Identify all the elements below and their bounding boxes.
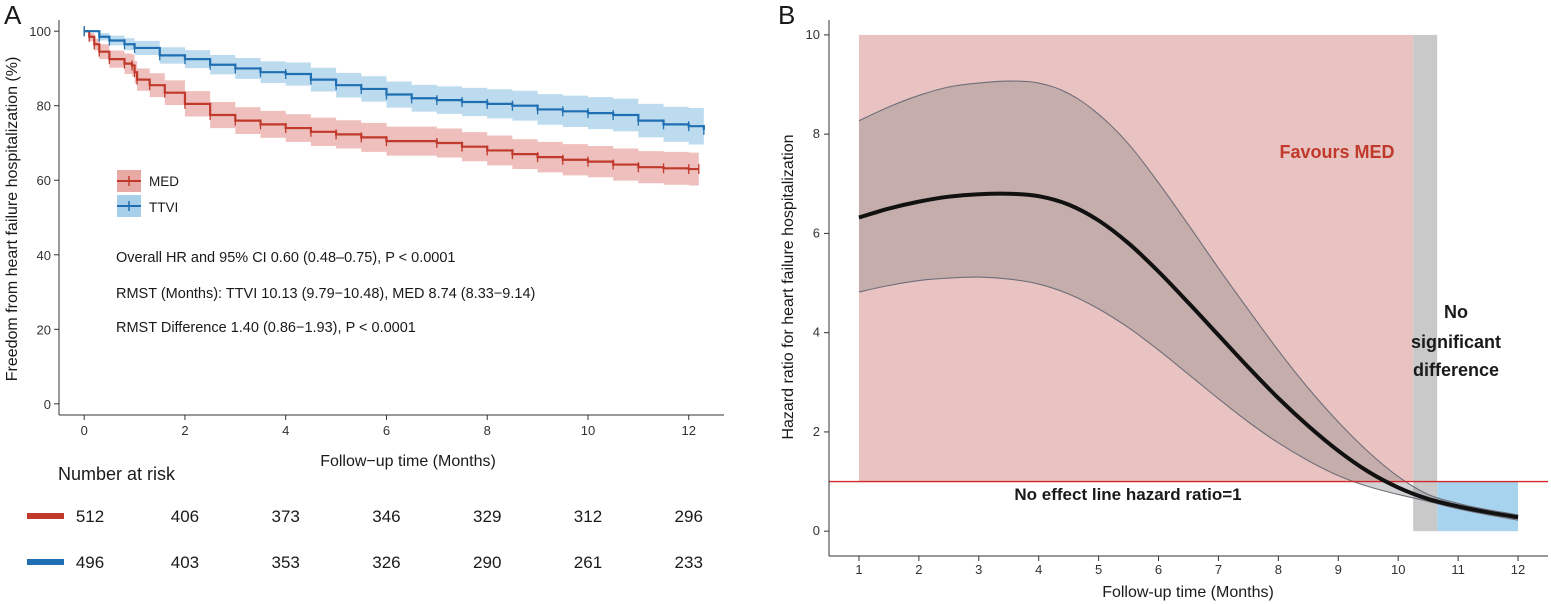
b-axes bbox=[828, 20, 1548, 557]
b-y-tick-label: 6 bbox=[813, 225, 820, 240]
b-x-tick-label: 9 bbox=[1335, 562, 1342, 577]
a-survival-lines bbox=[83, 26, 705, 175]
b-region-1 bbox=[1413, 34, 1438, 532]
b-x-tick-label: 3 bbox=[975, 562, 982, 577]
risk-row-med-value: 373 bbox=[272, 507, 300, 526]
risk-row-med-value: 512 bbox=[76, 507, 104, 526]
a-y-tick-label: 20 bbox=[37, 322, 51, 337]
b-y-axis-title: Hazard ratio for heart failure hospitali… bbox=[780, 134, 797, 439]
a-y-tick-label: 60 bbox=[37, 173, 51, 188]
a-legend-ttvi-label: TTVI bbox=[149, 200, 178, 215]
risk-row-med-value: 346 bbox=[372, 507, 400, 526]
risk-row-med-value: 312 bbox=[574, 507, 602, 526]
b-x-tick-label: 12 bbox=[1511, 562, 1525, 577]
b-hazard-ratio-line bbox=[858, 191, 1519, 520]
a-annotation-rmst: RMST (Months): TTVI 10.13 (9.79−10.48), … bbox=[116, 286, 535, 302]
panel-a-km-plot: A 0 2 4 6 8 10 12 0 20 40 60 80 100 Follow−up time (… bbox=[4, 0, 724, 572]
b-x-tick-label: 7 bbox=[1215, 562, 1222, 577]
b-x-axis-title: Follow-up time (Months) bbox=[1102, 584, 1274, 601]
a-x-tick-label: 6 bbox=[383, 423, 390, 438]
a-x-tick-label: 8 bbox=[484, 423, 491, 438]
b-x-tick-label: 2 bbox=[915, 562, 922, 577]
b-annotation-difference: difference bbox=[1413, 360, 1499, 380]
b-x-tick-label: 6 bbox=[1155, 562, 1162, 577]
a-y-tick-label: 80 bbox=[37, 99, 51, 114]
b-annotation-favours-med: Favours MED bbox=[1279, 142, 1394, 162]
b-x-tick-label: 11 bbox=[1451, 562, 1465, 577]
b-y-tick-label: 4 bbox=[813, 325, 820, 340]
risk-row-ttvi-value: 261 bbox=[574, 553, 602, 572]
a-legend: MED TTVI bbox=[117, 170, 179, 217]
a-x-tick-label: 0 bbox=[81, 423, 88, 438]
b-regions bbox=[858, 34, 1519, 532]
b-x-tick-label: 8 bbox=[1275, 562, 1282, 577]
risk-row-med-value: 329 bbox=[473, 507, 501, 526]
panel-a-label: A bbox=[4, 0, 22, 30]
a-y-tick-label: 100 bbox=[29, 24, 51, 39]
a-y-tick-label: 40 bbox=[37, 248, 51, 263]
a-x-tick-label: 2 bbox=[181, 423, 188, 438]
b-annotation-significant: significant bbox=[1411, 332, 1501, 352]
a-axes bbox=[58, 20, 724, 416]
b-y-tick-label: 2 bbox=[813, 424, 820, 439]
b-ci-upper-line bbox=[858, 80, 1519, 516]
b-annotation-no: No bbox=[1444, 302, 1468, 322]
a-annotation-rmst-diff: RMST Difference 1.40 (0.86−1.93), P < 0.… bbox=[116, 320, 416, 336]
b-y-tick-label: 10 bbox=[806, 27, 820, 42]
risk-table: 512 406 373 346 329 312 296 496 403 353 326 290 261 2… bbox=[27, 507, 703, 572]
a-x-tick-label: 4 bbox=[282, 423, 289, 438]
b-x-tick-label: 5 bbox=[1095, 562, 1102, 577]
a-x-tick-label: 10 bbox=[581, 423, 595, 438]
a-ticks: 0 2 4 6 8 10 12 0 20 40 60 80 100 bbox=[29, 24, 696, 438]
a-x-tick-label: 12 bbox=[682, 423, 696, 438]
a-annotation-hr: Overall HR and 95% CI 0.60 (0.48–0.75), … bbox=[116, 250, 455, 266]
risk-row-med-value: 406 bbox=[171, 507, 199, 526]
b-x-tick-label: 1 bbox=[855, 562, 862, 577]
risk-row-ttvi-value: 403 bbox=[171, 553, 199, 572]
b-hr-curve bbox=[858, 191, 1519, 520]
b-y-tick-label: 8 bbox=[813, 126, 820, 141]
b-annotation-no-effect-line: No effect line hazard ratio=1 bbox=[1014, 485, 1241, 504]
risk-table-title: Number at risk bbox=[58, 464, 176, 484]
b-region-0 bbox=[858, 34, 1414, 482]
a-confidence-bands bbox=[84, 31, 704, 186]
risk-row-med-value: 296 bbox=[675, 507, 703, 526]
a-y-axis-title: Freedom from heart failure hospitalizati… bbox=[4, 57, 21, 382]
a-ci-band-ttvi bbox=[84, 31, 704, 149]
risk-row-ttvi-value: 326 bbox=[372, 553, 400, 572]
a-x-axis-title: Follow−up time (Months) bbox=[320, 453, 496, 470]
b-x-tick-label: 4 bbox=[1035, 562, 1042, 577]
risk-row-ttvi-value: 290 bbox=[473, 553, 501, 572]
b-y-tick-label: 0 bbox=[813, 523, 820, 538]
b-ci-lower-line bbox=[858, 276, 1519, 521]
a-y-tick-label: 0 bbox=[44, 397, 51, 412]
a-legend-med-label: MED bbox=[149, 174, 179, 189]
b-x-tick-label: 10 bbox=[1391, 562, 1405, 577]
a-ci-band-med bbox=[84, 31, 699, 186]
risk-row-ttvi-value: 233 bbox=[675, 553, 703, 572]
risk-row-ttvi-value: 353 bbox=[272, 553, 300, 572]
panel-b-label: B bbox=[778, 0, 795, 30]
risk-row-ttvi-value: 496 bbox=[76, 553, 104, 572]
a-line-med bbox=[84, 30, 699, 171]
